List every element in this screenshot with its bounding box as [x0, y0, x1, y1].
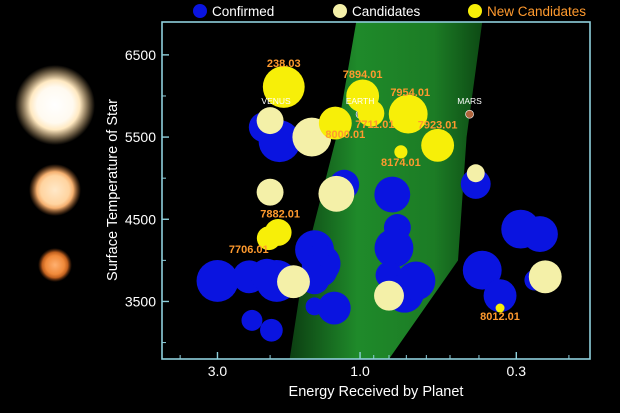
point-confirmed	[374, 176, 411, 213]
legend-marker	[193, 4, 207, 18]
reference-planet-label: MARS	[457, 96, 482, 106]
candidate-label: 7923.01	[418, 119, 458, 131]
point-new-candidates	[256, 226, 281, 251]
point-labels: VENUS EARTH MARS 238.03 7894.01 7954.01 7711.0…	[229, 58, 520, 323]
y-tick-label: 6500	[125, 47, 156, 63]
y-tick-label: 3500	[125, 293, 156, 309]
candidate-label: 7954.01	[390, 87, 430, 99]
legend: Confirmed Candidates New Candidates	[193, 4, 586, 19]
x-tick-label: 3.0	[208, 363, 228, 379]
legend-marker	[333, 4, 347, 18]
candidate-label: 8000.01	[325, 129, 365, 141]
y-axis-label: Surface Temperature of Star	[105, 99, 121, 281]
star-icon	[15, 65, 95, 145]
point-candidates	[256, 107, 284, 135]
legend-label: Confirmed	[212, 4, 274, 19]
point-confirmed	[462, 250, 502, 290]
star-icon	[38, 248, 72, 282]
point-new-candidates	[357, 99, 385, 127]
point-confirmed	[305, 297, 324, 316]
point-confirmed	[483, 279, 517, 313]
legend-label: Candidates	[352, 4, 421, 19]
x-tick-label: 1.0	[350, 363, 370, 379]
point-candidates	[374, 280, 404, 311]
y-tick-label: 4500	[125, 211, 156, 227]
point-new-candidates	[388, 94, 428, 134]
x-axis-label: Energy Received by Planet	[289, 384, 464, 400]
point-candidates	[466, 164, 485, 183]
point-new-candidates	[421, 128, 455, 162]
candidate-label: 7882.01	[260, 208, 300, 220]
star-icons	[15, 65, 95, 282]
point-candidates	[528, 260, 562, 294]
x-tick-label: 0.3	[507, 363, 527, 379]
point-confirmed	[196, 259, 239, 302]
plot-frame	[161, 21, 591, 360]
y-tick-label: 5500	[125, 129, 156, 145]
candidate-label: 7706.01	[229, 244, 269, 256]
point-new-candidates	[262, 66, 305, 108]
legend-label: New Candidates	[487, 4, 586, 19]
candidate-label: 7711.01	[355, 119, 394, 131]
axes: 3.0 1.0 0.3 3500 4500 5500 6500	[125, 47, 570, 379]
candidate-label: 238.03	[267, 58, 301, 70]
point-new-candidates	[495, 303, 505, 313]
point-confirmed	[396, 261, 436, 301]
reference-planet-label: VENUS	[261, 96, 291, 106]
point-candidates	[256, 178, 284, 206]
reference-planet-mars	[465, 109, 474, 119]
data-points	[196, 66, 562, 342]
point-confirmed	[241, 309, 263, 331]
candidate-label: 7894.01	[343, 69, 383, 81]
point-new-candidates	[394, 145, 408, 159]
legend-marker	[468, 4, 482, 18]
reference-planet-label: EARTH	[346, 96, 375, 106]
point-confirmed	[374, 228, 414, 268]
point-confirmed	[317, 291, 351, 325]
point-candidates	[318, 175, 355, 212]
candidate-label: 8174.01	[381, 157, 421, 169]
candidate-label: 8012.01	[480, 311, 520, 323]
star-icon	[29, 164, 81, 216]
point-candidates	[277, 265, 310, 299]
point-confirmed	[522, 216, 558, 252]
point-confirmed	[260, 318, 283, 342]
point-new-candidates	[318, 106, 352, 140]
